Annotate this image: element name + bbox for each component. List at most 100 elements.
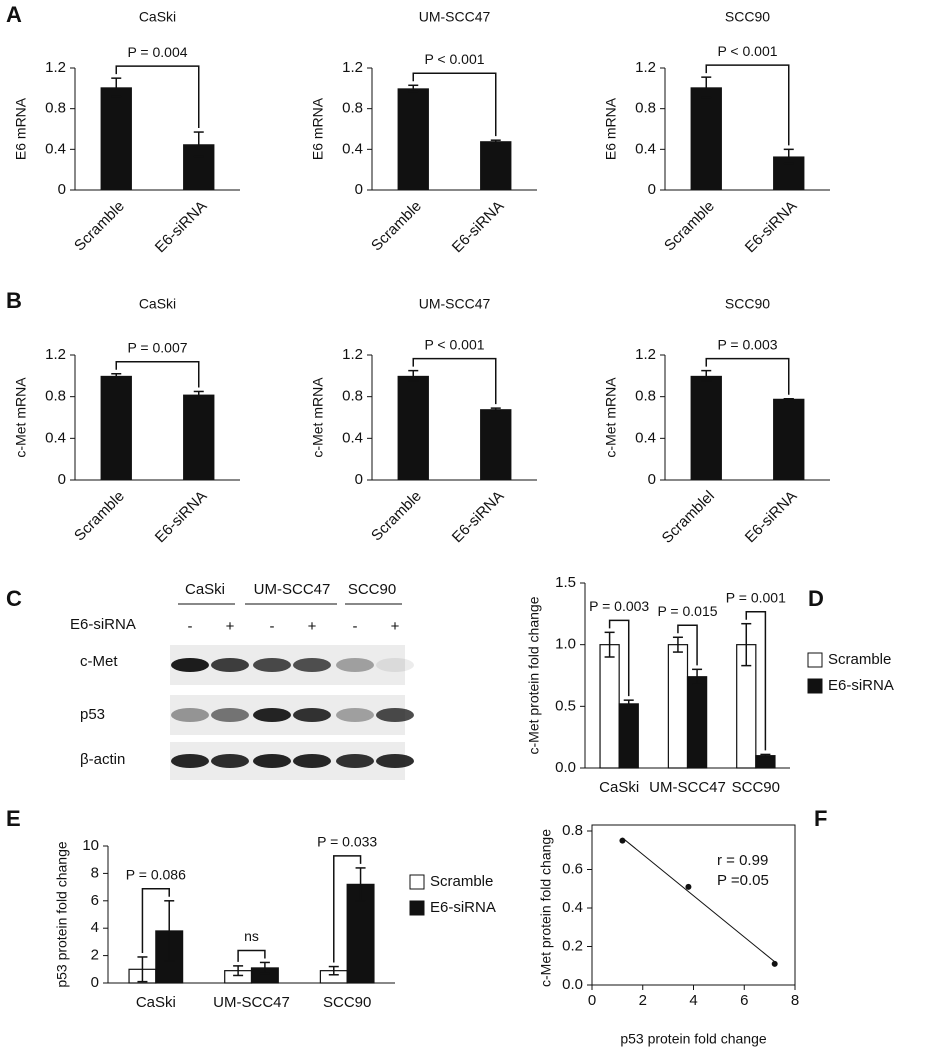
x-tick-label: CaSki xyxy=(599,779,639,796)
blot-band xyxy=(171,658,209,672)
blot-band xyxy=(211,708,249,722)
y-tick-label: 0 xyxy=(58,471,66,488)
significance-bracket xyxy=(115,361,200,388)
chart-title: CaSki xyxy=(139,9,176,25)
y-axis-label: p53 protein fold change xyxy=(54,841,70,988)
y-tick-label: 1.2 xyxy=(342,59,363,76)
x-axis-label: p53 protein fold change xyxy=(620,1031,767,1047)
y-axis-label: E6 mRNA xyxy=(603,97,619,160)
significance-bracket xyxy=(141,888,170,953)
y-tick-label: 0.8 xyxy=(635,388,656,405)
y-tick-label: 1.2 xyxy=(635,59,656,76)
y-tick-label: 0 xyxy=(648,181,656,198)
y-tick-label: 0.4 xyxy=(342,429,363,446)
x-tick-label: 4 xyxy=(689,992,697,1009)
bar xyxy=(618,703,639,769)
y-axis-label: c-Met protein fold change xyxy=(538,829,554,987)
point xyxy=(685,883,692,890)
y-tick-label: 8 xyxy=(91,864,99,881)
significance-bracket xyxy=(333,855,362,963)
y-tick-label: 4 xyxy=(91,919,99,936)
bar xyxy=(183,394,215,480)
bar xyxy=(690,375,722,480)
annotation: P = 0.004 xyxy=(127,44,187,60)
chart-title: SCC90 xyxy=(725,296,770,312)
bar xyxy=(667,644,689,769)
bar xyxy=(599,644,620,769)
legend-label: Scramble xyxy=(430,873,493,890)
y-tick-label: 0 xyxy=(58,181,66,198)
bar xyxy=(100,87,132,190)
blot-band xyxy=(336,658,374,672)
y-tick-label: 1.2 xyxy=(342,346,363,363)
bar xyxy=(690,87,722,190)
annotation: P =0.05 xyxy=(717,872,769,889)
y-tick-label: 0 xyxy=(355,181,363,198)
y-tick-label: 0.4 xyxy=(635,429,656,446)
x-tick-label: 8 xyxy=(791,992,799,1009)
panel-letter: E xyxy=(6,806,21,831)
legend-swatch xyxy=(807,678,823,694)
x-tick-label: Scramblel xyxy=(659,488,718,547)
legend-swatch xyxy=(807,652,823,668)
panel-letter: B xyxy=(6,288,22,313)
x-tick-label: E6-siRNA xyxy=(742,198,801,257)
x-tick-label: SCC90 xyxy=(732,779,780,796)
panel-letter: F xyxy=(814,806,827,831)
x-tick-label: 2 xyxy=(639,992,647,1009)
x-tick-label: E6-siRNA xyxy=(152,488,211,547)
blot-row-label: c-Met xyxy=(80,653,118,670)
y-tick-label: 0.8 xyxy=(45,100,66,117)
x-tick-label: E6-siRNA xyxy=(449,198,508,257)
bar xyxy=(100,375,132,480)
y-axis-label: c-Met mRNA xyxy=(310,377,326,458)
bar xyxy=(773,398,805,480)
blot-band xyxy=(253,658,291,672)
blot-lane: - xyxy=(353,618,358,635)
y-axis-label: c-Met mRNA xyxy=(13,377,29,458)
significance-bracket xyxy=(412,72,497,137)
panel-letter: A xyxy=(6,2,22,27)
blot-row-label: p53 xyxy=(80,706,105,723)
point xyxy=(771,960,778,967)
y-tick-label: 0.6 xyxy=(562,860,583,877)
significance-bracket xyxy=(608,619,630,697)
significance-bracket xyxy=(745,610,767,751)
x-tick-label: Scramble xyxy=(71,198,128,255)
y-tick-label: 0.4 xyxy=(45,429,66,446)
y-tick-label: 0.8 xyxy=(45,388,66,405)
point xyxy=(619,837,626,844)
annotation: r = 0.99 xyxy=(717,852,768,869)
annotation: P = 0.086 xyxy=(126,867,186,883)
y-tick-label: 0.4 xyxy=(562,899,583,916)
panel-letter: D xyxy=(808,586,824,611)
legend-label: E6-siRNA xyxy=(430,899,496,916)
chart-title: UM-SCC47 xyxy=(419,296,491,312)
blot-cell-line: SCC90 xyxy=(348,581,396,598)
x-tick-label: UM-SCC47 xyxy=(213,994,290,1011)
blot: CaSki UM-SCC47 SCC90 E6-siRNA c-Met p53 … xyxy=(70,581,405,780)
y-tick-label: 1.2 xyxy=(45,59,66,76)
blot-band xyxy=(293,708,331,722)
blot-band xyxy=(376,754,414,768)
blot-band xyxy=(171,708,209,722)
blot-band xyxy=(211,754,249,768)
y-tick-label: 0.2 xyxy=(562,937,583,954)
y-tick-label: 0 xyxy=(91,974,99,991)
bar xyxy=(397,375,429,480)
x-tick-label: Scramble xyxy=(71,488,128,545)
blot-band xyxy=(376,708,414,722)
legend-label: E6-siRNA xyxy=(828,677,894,694)
y-tick-label: 0.4 xyxy=(45,140,66,157)
blot-band xyxy=(293,658,331,672)
blot-cell-line: UM-SCC47 xyxy=(254,581,331,598)
x-tick-label: E6-siRNA xyxy=(742,488,801,547)
x-tick-label: 0 xyxy=(588,992,596,1009)
chart-title: CaSki xyxy=(139,296,176,312)
significance-bracket xyxy=(237,949,266,962)
blot-lane: - xyxy=(270,618,275,635)
plot-frame xyxy=(591,824,796,986)
y-axis-label: c-Met protein fold change xyxy=(526,596,542,754)
blot-lane: + xyxy=(226,618,235,635)
